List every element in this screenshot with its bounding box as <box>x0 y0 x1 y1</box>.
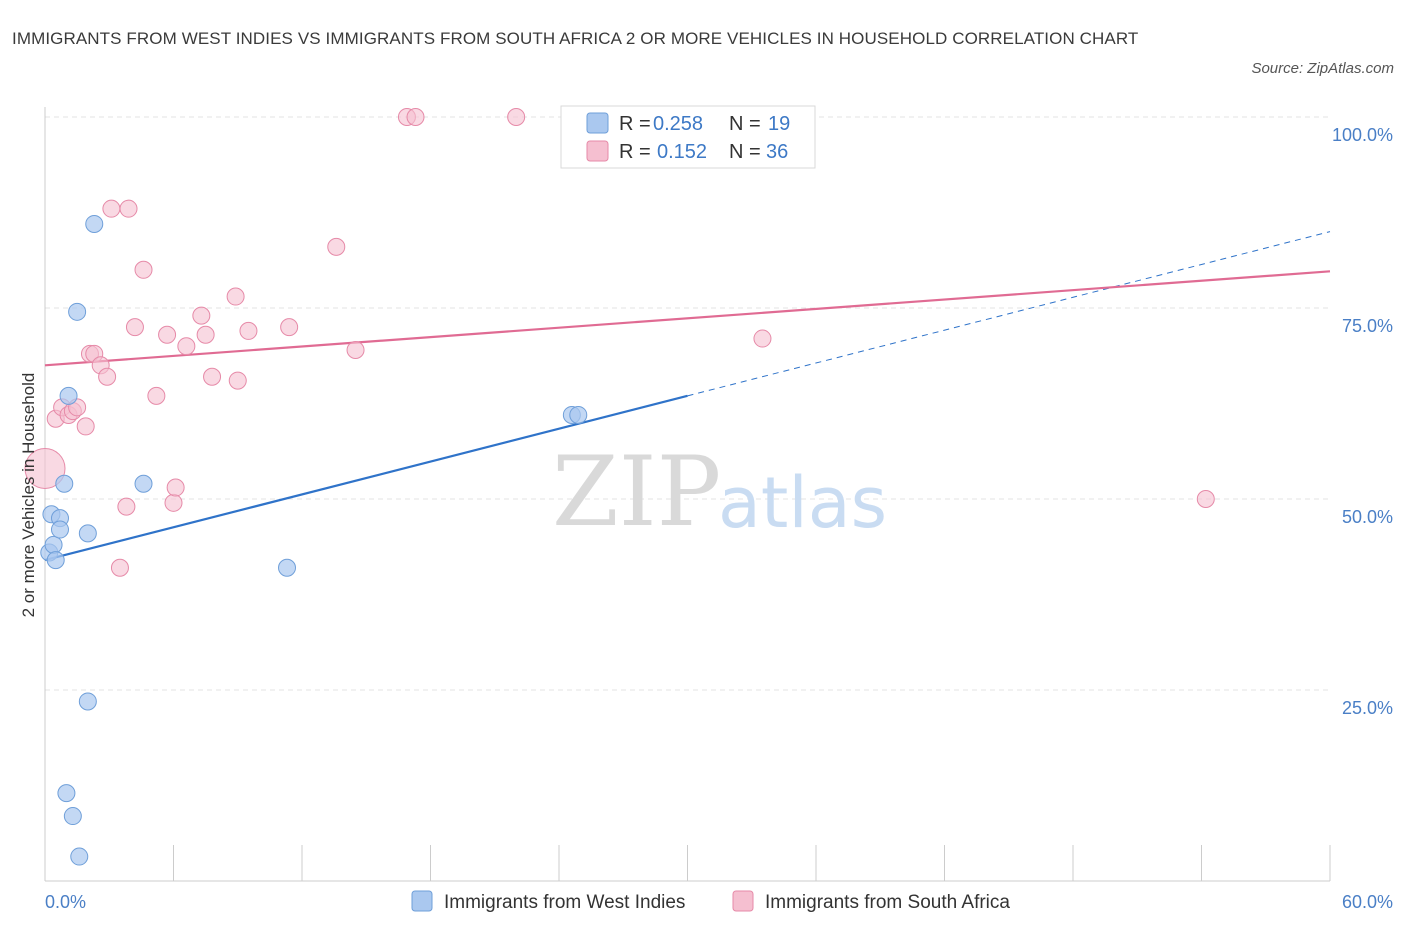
point-west-indies <box>50 520 69 539</box>
point-south-africa <box>134 260 153 279</box>
y-tick-labels: 25.0% 50.0% 75.0% 100.0% <box>1332 125 1393 718</box>
point-south-africa <box>98 367 117 386</box>
legend-top-r-label-blue: R = <box>619 113 651 135</box>
point-south-africa <box>177 337 196 356</box>
source-credit: Source: ZipAtlas.com <box>1251 60 1394 77</box>
point-south-africa <box>102 199 121 218</box>
legend-label-south-africa: Immigrants from South Africa <box>765 892 1010 913</box>
legend-bottom: Immigrants from West Indies Immigrants f… <box>411 890 1010 913</box>
legend-top-r-value-blue: 0.258 <box>653 113 703 135</box>
point-west-indies <box>68 302 87 321</box>
point-south-africa <box>228 371 247 390</box>
point-west-indies <box>59 386 78 405</box>
point-west-indies <box>78 692 97 711</box>
point-west-indies <box>569 405 588 424</box>
legend-top: R = 0.258 N = 19 R = 0.152 N = 36 <box>560 105 816 169</box>
y-axis-label: 2 or more Vehicles in Household <box>19 373 38 618</box>
point-south-africa <box>76 417 95 436</box>
point-west-indies <box>70 847 89 866</box>
y-tick-label-25: 25.0% <box>1342 698 1393 718</box>
point-west-indies <box>57 784 76 803</box>
point-west-indies <box>85 214 104 233</box>
point-south-africa <box>110 558 129 577</box>
point-south-africa <box>239 321 258 340</box>
trend-line-south-africa <box>44 270 1331 367</box>
point-south-africa <box>166 478 185 497</box>
legend-top-n-label-pink: N = <box>729 141 761 163</box>
legend-top-swatch-blue <box>586 112 609 134</box>
watermark-atlas: atlas <box>718 462 887 544</box>
point-south-africa <box>346 341 365 360</box>
point-south-africa <box>164 493 183 512</box>
point-south-africa <box>226 287 245 306</box>
legend-top-n-label-blue: N = <box>729 113 761 135</box>
y-tick-label-75: 75.0% <box>1342 316 1393 336</box>
point-south-africa <box>117 497 136 516</box>
point-south-africa <box>753 329 772 348</box>
legend-label-west-indies: Immigrants from West Indies <box>444 892 685 913</box>
point-south-africa <box>119 199 138 218</box>
x-tick-label-max: 60.0% <box>1342 892 1393 912</box>
legend-top-n-value-pink: 36 <box>766 141 788 163</box>
x-tick-label-min: 0.0% <box>45 892 86 912</box>
legend-top-r-value-pink: 0.152 <box>657 141 707 163</box>
point-west-indies <box>55 474 74 493</box>
point-south-africa <box>24 447 66 489</box>
point-south-africa <box>280 318 299 337</box>
point-west-indies <box>44 535 63 554</box>
chart-title: IMMIGRANTS FROM WEST INDIES VS IMMIGRANT… <box>12 29 1139 48</box>
legend-top-r-label-pink: R = <box>619 141 651 163</box>
legend-swatch-west-indies <box>411 890 433 912</box>
point-west-indies <box>134 474 153 493</box>
legend-top-swatch-pink <box>586 140 609 162</box>
point-south-africa <box>125 318 144 337</box>
point-south-africa <box>147 386 166 405</box>
legend-swatch-south-africa <box>732 890 754 912</box>
y-tick-label-100: 100.0% <box>1332 125 1393 145</box>
point-west-indies <box>63 807 82 826</box>
legend-top-n-value-blue: 19 <box>768 113 790 135</box>
point-south-africa <box>507 108 526 126</box>
grid-lines <box>45 116 1330 691</box>
point-south-africa <box>203 367 222 386</box>
point-west-indies <box>278 558 297 577</box>
point-south-africa <box>196 325 215 344</box>
point-south-africa <box>406 108 425 126</box>
point-west-indies <box>78 524 97 543</box>
data-points <box>24 108 1215 866</box>
y-tick-label-50: 50.0% <box>1342 507 1393 527</box>
axes <box>44 107 1331 882</box>
point-south-africa <box>158 325 177 344</box>
point-south-africa <box>327 237 346 256</box>
trend-line-west-indies-extension <box>687 231 1331 397</box>
watermark-zip: ZIP <box>552 436 721 548</box>
point-west-indies <box>46 551 65 570</box>
point-south-africa <box>1196 490 1215 508</box>
point-south-africa <box>192 306 211 325</box>
